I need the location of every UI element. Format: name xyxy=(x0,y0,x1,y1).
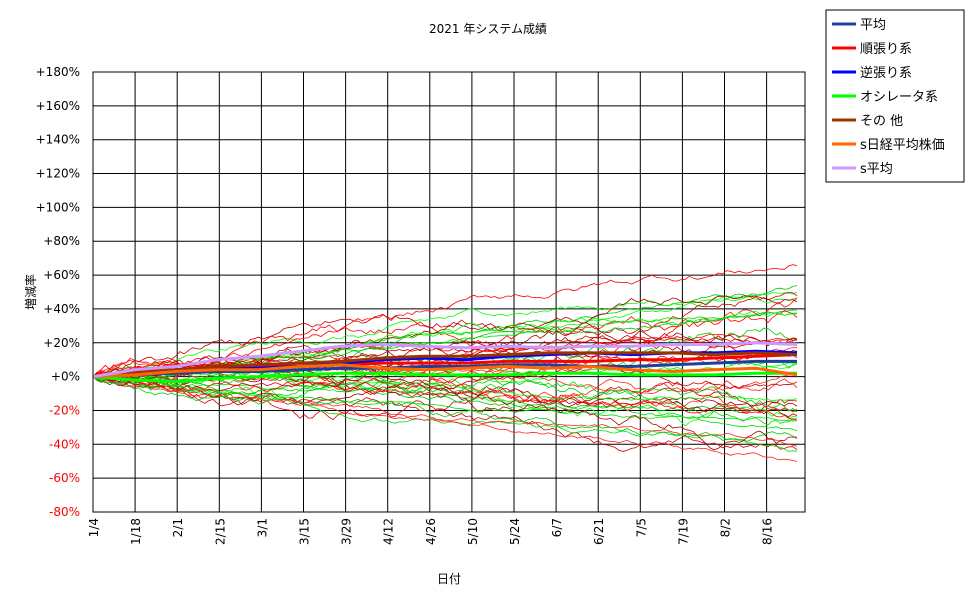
y-tick-label: +20% xyxy=(43,336,80,350)
x-tick-label: 3/29 xyxy=(340,518,354,545)
y-tick-label: +40% xyxy=(43,302,80,316)
y-tick-label: +180% xyxy=(36,65,80,79)
x-tick-label: 3/15 xyxy=(298,518,312,545)
x-tick-label: 4/12 xyxy=(382,518,396,545)
legend-label: オシレータ系 xyxy=(860,90,938,105)
x-tick-label: 2/15 xyxy=(213,518,227,545)
x-tick-label: 2/1 xyxy=(171,518,185,537)
y-tick-label: +100% xyxy=(36,200,80,214)
individual-system-line xyxy=(92,264,798,379)
individual-system-line xyxy=(92,376,798,412)
x-tick-label: 8/2 xyxy=(719,518,733,537)
individual-system-line xyxy=(92,310,798,381)
legend-label: その 他 xyxy=(860,114,903,129)
individual-system-line xyxy=(92,370,798,421)
individual-system-line xyxy=(92,295,798,377)
grid xyxy=(92,71,805,513)
series-line xyxy=(92,359,797,379)
y-tick-label: +140% xyxy=(36,133,80,147)
legend-label: 順張り系 xyxy=(860,42,912,57)
plot-frame xyxy=(92,71,806,513)
series-line xyxy=(92,363,798,379)
legend-label: s平均 xyxy=(860,162,893,177)
y-tick-label: +120% xyxy=(36,167,80,181)
y-tick-label: +80% xyxy=(43,234,80,248)
y-tick-label: -80% xyxy=(49,505,80,519)
y-tick-label: -40% xyxy=(49,437,80,451)
individual-system-line xyxy=(92,285,798,380)
y-axis-label: 増減率 xyxy=(23,274,38,310)
individual-system-line xyxy=(92,376,798,452)
individual-system-line xyxy=(92,364,798,391)
x-tick-label: 1/4 xyxy=(87,518,101,537)
x-tick-label: 7/19 xyxy=(676,518,690,545)
y-tick-label: +160% xyxy=(36,99,80,113)
legend-label: s日経平均株価 xyxy=(860,138,945,153)
x-tick-label: 4/26 xyxy=(424,518,438,545)
x-tick-label: 6/21 xyxy=(592,518,606,545)
individual-system-line xyxy=(92,295,798,377)
individual-system-line xyxy=(92,352,798,412)
series-lines xyxy=(92,341,798,384)
individual-system-line xyxy=(92,291,798,377)
y-tick-labels: +180% +160% +140% +120% +100% +80% +60% +40% +20… xyxy=(36,65,80,519)
x-tick-labels: 1/4 1/18 2/1 2/15 3/1 3/15 3/29 4/12 4/26 5/10 5/2… xyxy=(87,518,775,545)
series-line xyxy=(92,351,798,379)
y-tick-label: -60% xyxy=(49,471,80,485)
x-tick-label: 7/5 xyxy=(634,518,648,537)
x-tick-label: 1/18 xyxy=(129,518,143,545)
x-tick-label: 3/1 xyxy=(255,518,269,537)
x-axis-label: 日付 xyxy=(437,572,461,586)
y-tick-label: -20% xyxy=(49,403,80,417)
x-tick-label: 8/16 xyxy=(761,518,775,545)
individual-system-line xyxy=(92,375,798,452)
legend-label: 逆張り系 xyxy=(860,65,912,81)
series-line xyxy=(92,371,797,384)
individual-system-line xyxy=(93,369,798,395)
x-tick-label: 5/24 xyxy=(508,518,522,545)
chart-title: 2021 年システム成績 xyxy=(429,22,547,36)
legend-label: 平均 xyxy=(860,18,886,33)
individual-system-line xyxy=(92,371,798,421)
x-tick-label: 6/7 xyxy=(550,518,564,537)
individual-system-line xyxy=(92,372,798,402)
y-tick-label: +0% xyxy=(51,370,80,384)
individual-system-line xyxy=(92,376,798,442)
x-tick-label: 5/10 xyxy=(466,518,480,545)
y-tick-label: +60% xyxy=(43,268,80,282)
individual-system-line xyxy=(92,376,798,422)
series-line xyxy=(92,341,798,379)
